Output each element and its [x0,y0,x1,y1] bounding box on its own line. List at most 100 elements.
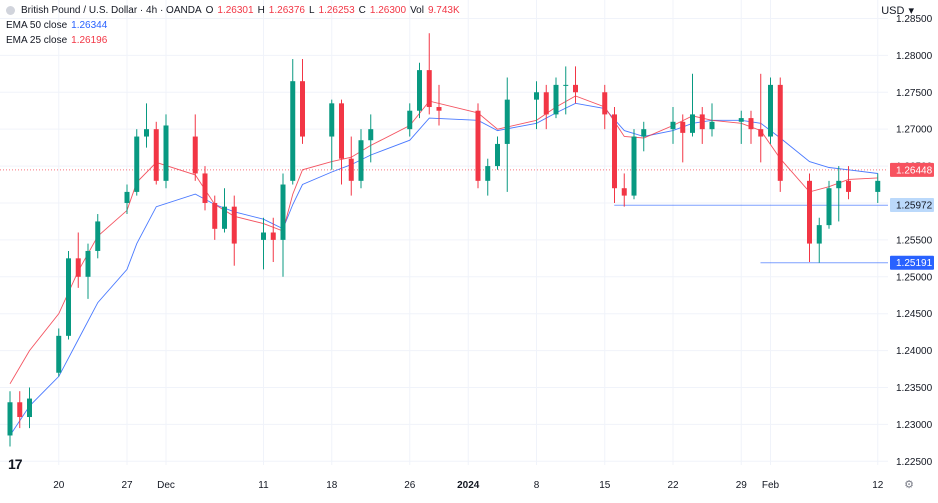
candle [534,81,539,130]
flag-icon [6,6,15,15]
price-axis[interactable]: 1.285001.280001.275001.270001.265001.260… [896,14,933,468]
price-tag: 1.25191 [890,255,934,270]
candle [846,166,851,200]
candle-body [17,402,23,418]
candle-body [329,103,335,137]
candle [407,103,413,137]
candle [280,173,286,277]
candle-body [777,84,783,181]
time-axis[interactable]: 20 27 Dec 11 18 26 2024 8 15 22 29 Feb 12 [53,480,884,491]
candle [153,121,159,185]
candle [826,180,832,229]
candle [329,99,335,170]
ohlc-close: 1.26300 [369,5,407,16]
candle-body [27,398,32,418]
candle-body [261,232,266,240]
y-tick-label: 1.23000 [896,420,933,431]
candle [417,62,422,119]
candle [75,232,81,288]
candle-body [641,129,647,137]
y-tick-label: 1.28500 [896,14,933,25]
candle-body [280,184,286,240]
candle [495,136,500,170]
candle [222,188,227,233]
candle [680,114,686,163]
candle [261,217,266,270]
currency-label: USD [881,4,905,17]
candle [543,84,549,130]
y-tick-label: 1.25500 [896,235,933,246]
candle [300,59,305,144]
candle [192,114,198,181]
candle-body [300,81,305,137]
ema25-legend[interactable]: EMA 25 close 1.26196 [6,33,460,48]
candle [7,391,13,447]
candle [602,84,608,130]
y-tick-label: 1.23500 [896,383,933,394]
price-tag-label: 1.25191 [896,258,933,269]
y-tick-label: 1.28000 [896,51,933,62]
candle [212,195,218,240]
candle [709,103,715,137]
candle [436,84,442,126]
ema50-line [9,102,878,436]
candle [836,166,842,222]
candle [612,107,617,203]
candle-body [85,250,91,277]
candle-body [543,92,549,115]
candle-body [690,114,695,133]
candle-body [75,258,81,277]
gear-icon[interactable]: ⚙ [904,479,914,491]
x-tick-label: 18 [326,480,338,491]
candle [699,107,705,144]
ema25-value: 1.26196 [71,35,108,46]
candle-body [407,110,413,130]
price-tag-bg [890,162,934,177]
candle [358,129,364,189]
candles [7,33,881,447]
candle [641,121,647,152]
x-tick-label: 27 [121,480,133,491]
tradingview-logo-icon[interactable]: 17 [8,456,23,472]
candle-body [748,118,754,130]
candle-body [7,402,13,436]
candle-body [846,180,851,192]
candle [368,114,374,163]
candle [573,66,578,104]
candle-body [807,180,812,244]
symbol-title[interactable]: British Pound / U.S. Dollar · 4h · OANDA [21,5,202,16]
candle [66,250,71,340]
ema50-legend[interactable]: EMA 50 close 1.26344 [6,18,460,33]
candle-body [222,206,227,229]
candle-body [270,232,276,240]
candle-body [826,188,832,226]
candle [777,77,783,192]
candle-body [163,125,169,181]
candle [758,73,764,163]
candle [426,33,432,115]
candle [553,77,559,119]
ohlc-low: 1.26253 [318,5,355,16]
candle [807,173,812,263]
currency-selector[interactable]: USD ▾ [877,2,918,19]
candle-body [758,129,764,137]
candle-body [144,129,149,137]
horizontal-lines [0,169,888,264]
candle [670,107,676,144]
candle-body [95,221,101,251]
ohlc-open: 1.26301 [217,5,254,16]
y-tick-label: 1.25000 [896,272,933,283]
candle-body [66,258,71,336]
candle-body [436,107,442,111]
candle [875,173,881,203]
x-tick-label: 29 [736,480,748,491]
candle [231,195,237,266]
candle-body [348,158,354,181]
candle-body [563,84,569,86]
candle [95,214,101,259]
y-tick-label: 1.22500 [896,457,933,468]
candle-body [417,70,422,111]
candle-body [339,103,344,159]
